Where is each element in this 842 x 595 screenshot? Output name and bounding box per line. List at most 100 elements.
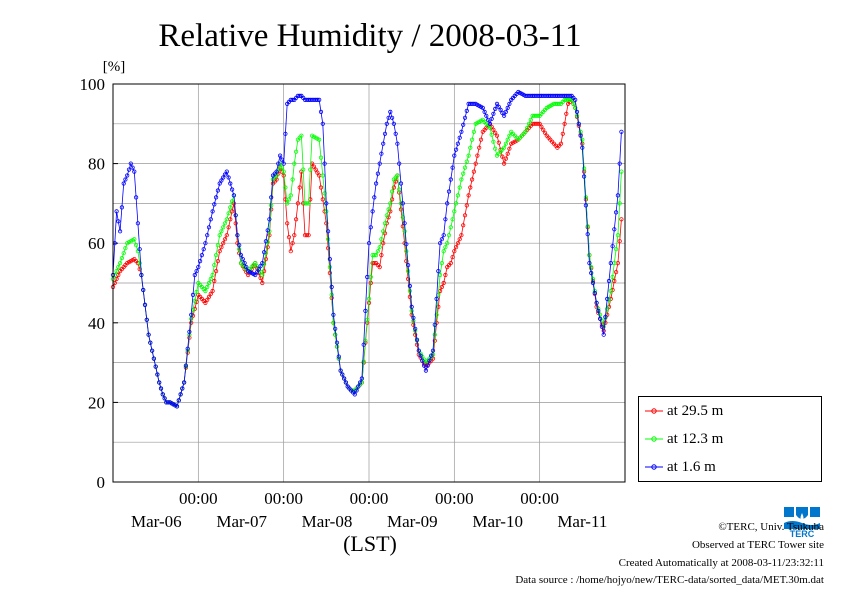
series-line [112,91,622,407]
series-group [110,89,624,409]
data-point [573,97,578,103]
data-point [562,121,567,126]
data-point [139,272,144,278]
data-point [144,317,149,322]
data-point [205,297,210,302]
data-point [311,164,316,169]
data-point [206,294,212,299]
data-point [146,332,151,337]
data-point [432,322,437,327]
data-point [148,340,153,345]
data-point [137,260,142,266]
data-point [557,101,562,107]
data-point [605,306,610,311]
data-point [411,315,416,320]
data-point [226,225,231,230]
data-point [306,233,311,238]
data-point [457,135,462,140]
y-tick-label: 100 [80,75,106,94]
data-point [214,195,219,200]
data-point [228,181,233,186]
data-point [420,358,425,363]
data-point [434,312,439,317]
data-point [610,244,615,249]
data-point [354,388,359,393]
data-point [233,221,238,226]
data-point [128,161,133,166]
data-point [617,201,622,206]
data-point [260,260,265,266]
data-point [507,146,512,151]
data-point [443,272,448,278]
data-point [123,246,128,251]
data-point [491,127,496,132]
data-point [222,221,228,226]
data-point [194,268,199,274]
data-point [400,201,405,206]
data-point [325,229,331,234]
data-point [482,109,487,115]
data-point [217,181,222,186]
data-point [494,101,500,107]
data-point [304,233,309,238]
data-point [230,199,235,204]
data-point [452,209,457,214]
data-point [240,256,245,262]
data-point [589,270,594,276]
data-point [336,354,341,359]
data-point [613,210,619,215]
data-point [370,209,375,214]
data-point [432,332,437,337]
data-point [182,380,187,385]
data-point [242,260,247,266]
data-point [119,205,125,210]
chart-title: Relative Humidity / 2008-03-11 [158,18,581,54]
data-point [212,278,217,284]
data-point [439,284,444,290]
data-point [461,171,466,176]
data-point [219,229,224,234]
legend-label: at 1.6 m [667,458,716,475]
data-point [599,324,605,329]
data-point [208,276,213,282]
data-point [375,249,380,254]
data-point [288,193,293,198]
data-point [226,175,231,180]
data-point [176,398,181,403]
data-point [601,332,606,337]
data-point [580,137,585,142]
data-point [174,404,180,409]
data-point [501,145,507,150]
data-point [297,93,302,99]
data-point [230,209,235,214]
data-point [134,195,139,200]
data-point [462,115,468,120]
data-point [526,121,532,126]
data-point [441,233,446,238]
x-tick-date-label: Mar-06 [131,512,182,531]
y-tick-label: 0 [97,473,106,492]
data-point [222,237,228,242]
data-point [608,260,613,266]
footer-observed: Observed at TERC Tower site [691,539,824,551]
data-point [190,292,196,297]
data-point [448,177,453,182]
data-point [306,201,311,206]
data-point [132,169,137,174]
data-point [219,245,224,250]
data-point [445,201,450,206]
data-point [365,317,370,322]
data-point [126,167,132,172]
data-point [119,255,125,261]
data-point [235,233,240,238]
data-point [541,127,546,132]
data-point [215,243,220,248]
data-point [542,130,548,135]
data-point [434,296,439,301]
data-point [443,217,448,222]
data-point [615,233,621,238]
data-point [261,250,267,255]
data-point [263,256,268,262]
data-point [493,146,498,151]
data-point [384,213,389,218]
